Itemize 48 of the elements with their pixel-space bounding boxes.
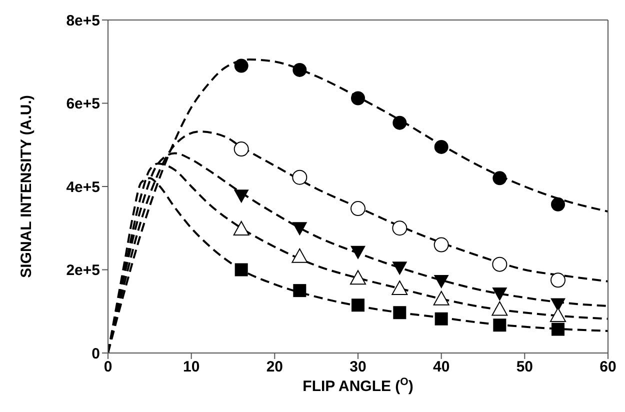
point — [550, 308, 566, 322]
point — [234, 263, 248, 276]
point — [393, 306, 406, 320]
x-axis-title: FLIP ANGLE ($^{O}$) — [302, 376, 414, 395]
point — [234, 190, 249, 204]
point — [551, 197, 565, 212]
point — [434, 237, 449, 252]
point — [550, 272, 566, 288]
y-tick-label: 2e+5 — [66, 262, 100, 280]
point — [234, 142, 249, 157]
y-tick-label: 6e+5 — [66, 96, 100, 113]
point — [292, 248, 308, 263]
point — [493, 318, 506, 332]
point — [392, 220, 408, 236]
point — [293, 284, 306, 298]
point — [350, 246, 366, 260]
y-tick-label: 8e+5 — [66, 12, 100, 30]
point — [434, 274, 449, 288]
point — [233, 220, 250, 236]
x-tick-label: 20 — [266, 358, 284, 376]
x-tick-label: 0 — [104, 358, 112, 376]
point — [350, 201, 366, 216]
point — [352, 298, 364, 312]
point — [492, 256, 508, 272]
y-tick-label: 0 — [92, 345, 100, 362]
y-axis-title: SIGNAL INTENSITY (A.U.) — [18, 95, 34, 278]
x-tick-label: 50 — [516, 358, 534, 376]
point — [433, 290, 450, 306]
x-tick-label: 10 — [182, 358, 200, 376]
point — [351, 91, 365, 106]
point — [492, 287, 508, 301]
x-tick-label: 40 — [432, 358, 450, 376]
point — [350, 270, 366, 285]
point — [392, 280, 408, 295]
y-tick-label: 4e+5 — [66, 178, 100, 196]
point — [234, 58, 248, 73]
x-tick-label: 60 — [600, 358, 616, 376]
point — [292, 222, 308, 236]
point — [392, 262, 408, 276]
point — [434, 312, 448, 326]
point — [392, 116, 407, 130]
point — [434, 140, 448, 154]
point — [492, 301, 508, 316]
point — [492, 171, 507, 186]
point — [292, 62, 307, 77]
x-tick-label: 30 — [350, 358, 366, 376]
point — [552, 322, 564, 336]
point — [292, 170, 308, 185]
